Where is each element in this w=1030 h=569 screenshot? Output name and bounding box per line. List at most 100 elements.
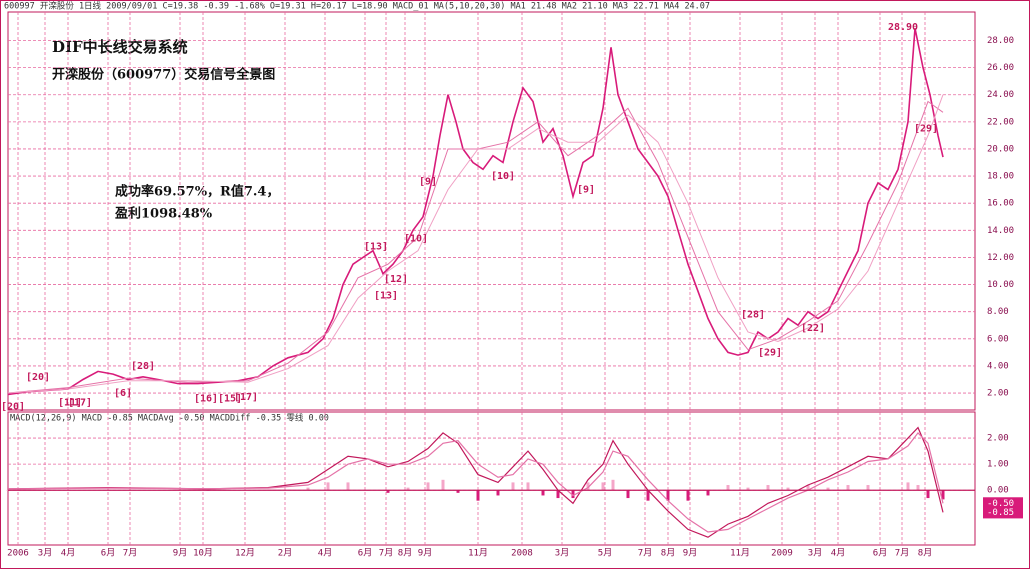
- x-tick-label: 6月: [101, 548, 115, 559]
- histogram-bar: [441, 479, 445, 491]
- series-line: [7, 100, 944, 394]
- y-tick-label: 26.00: [987, 63, 1014, 73]
- value-marker-label: -0.50: [987, 499, 1014, 509]
- histogram-bar: [426, 482, 430, 491]
- x-tick-label: 7月: [638, 548, 652, 559]
- series-line: [7, 431, 944, 533]
- signal-label: [28]: [741, 309, 765, 320]
- x-tick-label: 12月: [235, 548, 255, 559]
- signal-label: [20]: [26, 372, 50, 383]
- signal-label: 28.90: [888, 22, 918, 33]
- histogram-bar: [826, 487, 830, 491]
- histogram-bar: [806, 485, 810, 491]
- note: 盈利1098.48%: [114, 206, 213, 222]
- histogram-bar: [556, 490, 560, 499]
- x-tick-label: 9月: [173, 548, 187, 559]
- histogram-bar: [916, 485, 920, 491]
- y-tick-label: 8.00: [987, 307, 1009, 317]
- x-tick-label: 4月: [61, 548, 75, 559]
- signal-label: [20]: [1, 402, 25, 413]
- y-tick-label: 28.00: [987, 36, 1014, 46]
- y-tick-label: 2.00: [987, 434, 1009, 444]
- signal-label: [15]: [218, 393, 242, 404]
- x-tick-label: 3月: [555, 548, 569, 559]
- histogram-bar: [726, 485, 730, 491]
- x-tick-label: 5月: [598, 548, 612, 559]
- series-line: [7, 426, 944, 538]
- x-tick-label: 4月: [318, 548, 332, 559]
- x-tick-label: 4月: [831, 548, 845, 559]
- signal-label: [9]: [419, 177, 437, 188]
- histogram-bar: [786, 487, 790, 491]
- histogram-bar: [406, 487, 410, 491]
- x-tick-label: 8月: [398, 548, 412, 559]
- value-marker-label: -0.85: [987, 508, 1014, 518]
- signal-label: [17]: [234, 392, 258, 403]
- note: 成功率69.57%，R值7.4，: [115, 184, 279, 200]
- histogram-bar: [846, 485, 850, 491]
- histogram-bar: [586, 482, 590, 491]
- x-tick-label: 8月: [661, 548, 675, 559]
- histogram-bar: [611, 479, 615, 491]
- histogram-bar: [906, 482, 910, 491]
- macd-header: MACD(12,26,9) MACD -0.85 MACDAvg -0.50 M…: [10, 413, 329, 424]
- histogram-bar: [346, 482, 350, 491]
- y-tick-label: 0.00: [987, 486, 1009, 496]
- histogram-bar: [926, 490, 930, 499]
- y-tick-label: 10.00: [987, 280, 1014, 290]
- histogram-bar: [386, 490, 390, 493]
- histogram-bar: [941, 490, 945, 500]
- histogram-bar: [476, 490, 480, 501]
- histogram-bar: [306, 487, 310, 491]
- histogram-bar: [511, 482, 515, 491]
- y-tick-label: 1.00: [987, 460, 1009, 470]
- histogram-bar: [706, 490, 710, 496]
- signal-label: [16]: [194, 393, 218, 404]
- x-tick-label: 6月: [358, 548, 372, 559]
- signal-label: [28]: [131, 361, 155, 372]
- y-tick-label: 22.00: [987, 117, 1014, 127]
- x-tick-label: 3月: [808, 548, 822, 559]
- x-tick-label: 9月: [683, 548, 697, 559]
- y-tick-label: 24.00: [987, 90, 1014, 100]
- x-tick-label: 9月: [418, 548, 432, 559]
- x-tick-label: 2008: [511, 549, 533, 559]
- price-panel: [7, 11, 976, 411]
- x-tick-label: 6月: [873, 548, 887, 559]
- y-tick-label: 2.00: [987, 389, 1009, 399]
- signal-label: [12]: [384, 274, 408, 285]
- signal-label: [17]: [68, 398, 92, 409]
- y-tick-label: 16.00: [987, 199, 1014, 209]
- histogram-bar: [326, 482, 330, 491]
- signal-label: [22]: [801, 323, 825, 334]
- signal-label: [13]: [364, 242, 388, 253]
- y-tick-label: 6.00: [987, 334, 1009, 344]
- plot-layer: 2.00 4.00 6.00 8.00 10.00 12.00 14.00 16.00 18.0…: [1, 12, 1023, 559]
- x-tick-label: 10月: [193, 548, 213, 559]
- chart-title: DIF中长线交易系统: [52, 38, 188, 56]
- signal-label: [11]: [58, 398, 82, 409]
- signal-label: [9]: [577, 185, 595, 196]
- signal-label: [10]: [491, 171, 515, 182]
- signal-label: [10]: [404, 233, 428, 244]
- y-tick-label: 18.00: [987, 172, 1014, 182]
- histogram-bar: [496, 490, 500, 496]
- y-tick-label: 14.00: [987, 226, 1014, 236]
- signal-label: [13]: [374, 290, 398, 301]
- value-marker: [983, 497, 1023, 510]
- x-tick-label: 11月: [730, 548, 750, 559]
- x-tick-label: 11月: [468, 548, 488, 559]
- x-tick-label: 2009: [771, 549, 793, 559]
- histogram-bar: [571, 490, 575, 499]
- x-tick-label: 8月: [918, 548, 932, 559]
- x-tick-label: 2月: [278, 548, 292, 559]
- price-header: 600997 开滦股份 1日线 2009/09/01 C=19.38 -0.39…: [4, 1, 710, 12]
- x-tick-label: 7月: [379, 548, 393, 559]
- y-tick-label: 4.00: [987, 361, 1009, 371]
- chart-subtitle: 开滦股份（600977）交易信号全景图: [52, 67, 275, 83]
- histogram-bar: [866, 485, 870, 491]
- value-marker: [983, 506, 1023, 519]
- histogram-bar: [686, 490, 690, 501]
- histogram-bar: [526, 482, 530, 491]
